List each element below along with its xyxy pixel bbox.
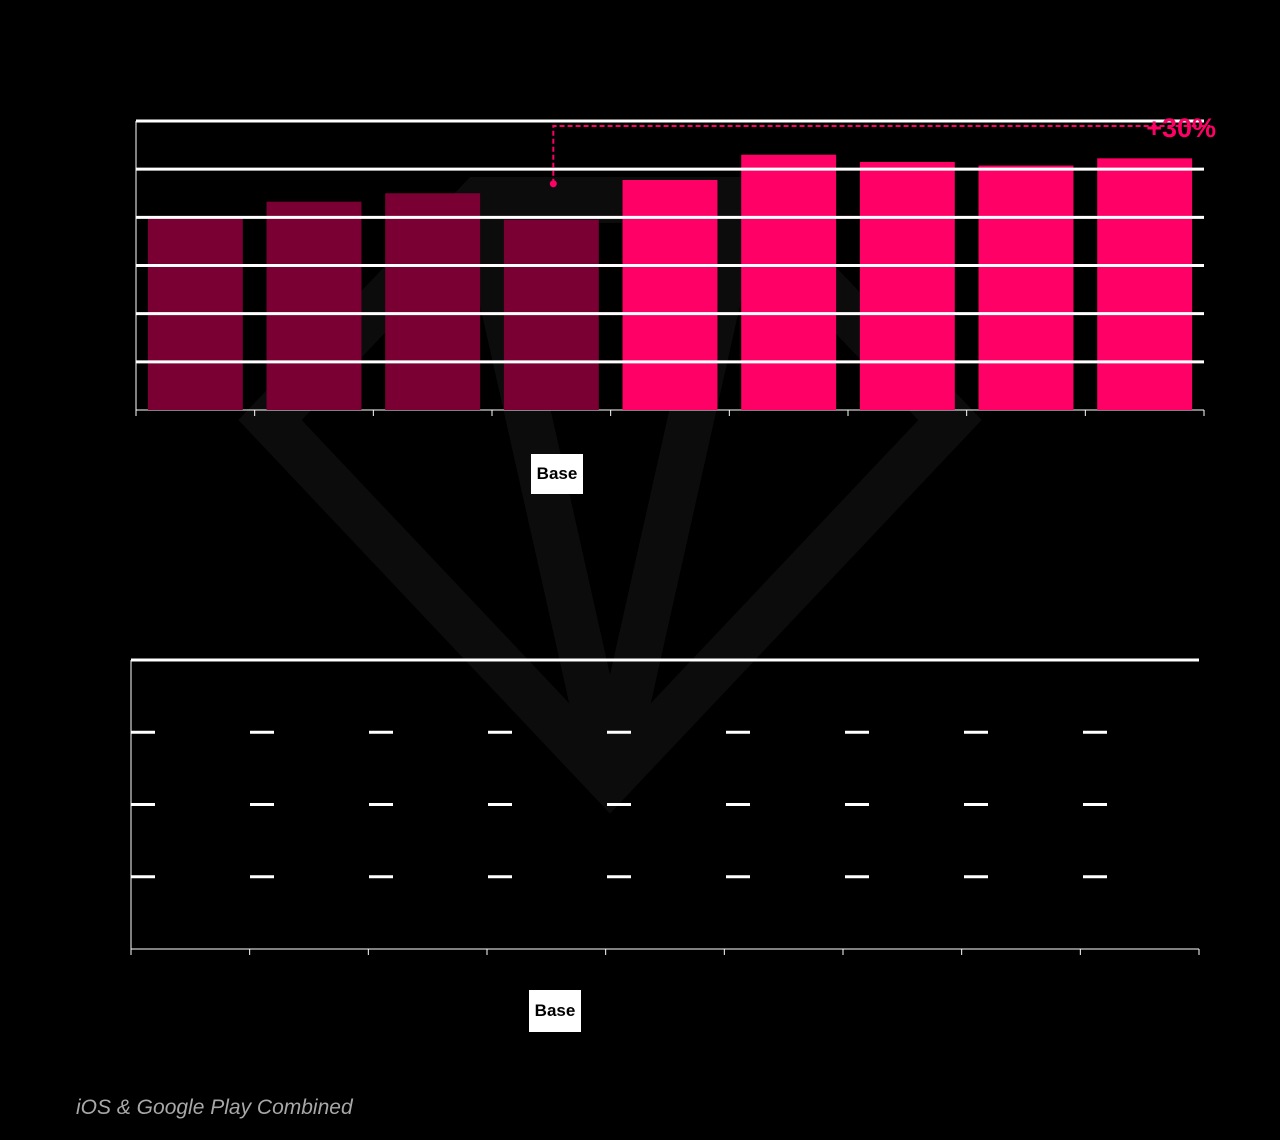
bar bbox=[622, 180, 718, 410]
callout-dot bbox=[549, 180, 557, 188]
base-label-bottom: Base bbox=[529, 990, 581, 1032]
callout-label: +30% bbox=[1146, 113, 1216, 143]
bar-chart-bottom bbox=[130, 658, 1200, 955]
bar-chart-top: +30% bbox=[135, 113, 1216, 416]
callout-line bbox=[552, 125, 1210, 184]
bar bbox=[741, 154, 837, 410]
bar bbox=[978, 165, 1074, 410]
bar bbox=[266, 201, 362, 410]
base-label-top: Base bbox=[531, 454, 583, 494]
footnote: iOS & Google Play Combined bbox=[76, 1096, 353, 1119]
bar bbox=[1097, 158, 1193, 410]
bar bbox=[385, 193, 481, 410]
bar bbox=[859, 161, 955, 410]
diamond-watermark bbox=[238, 177, 982, 814]
